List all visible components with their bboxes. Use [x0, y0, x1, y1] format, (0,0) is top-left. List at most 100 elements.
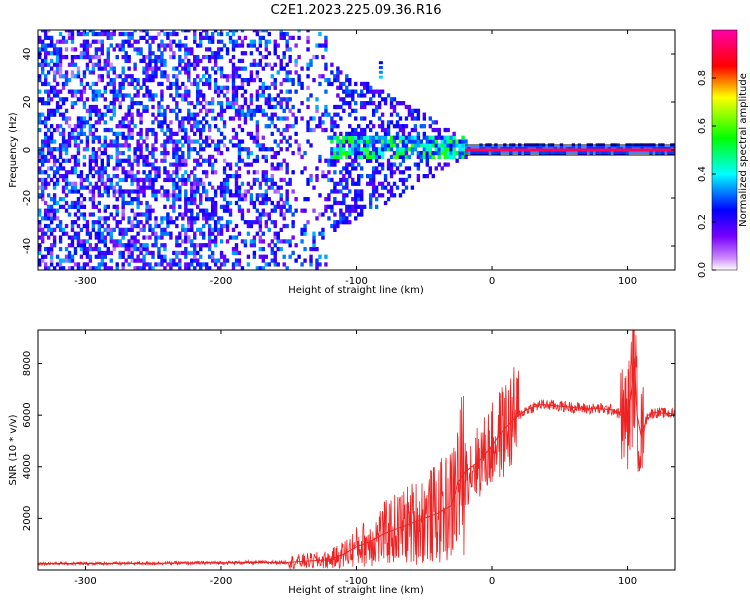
heatmap-cell — [386, 124, 391, 129]
heatmap-cell — [368, 154, 373, 160]
heatmap-cell — [166, 35, 170, 40]
heatmap-cell — [190, 250, 194, 256]
heatmap-cell — [193, 185, 197, 190]
heatmap-cell — [64, 208, 69, 213]
heatmap-cell — [169, 235, 173, 240]
heatmap-cell — [324, 208, 328, 213]
heatmap-cell — [285, 39, 289, 44]
heatmap-cell — [64, 30, 69, 33]
heatmap-cell — [58, 220, 63, 225]
heatmap-cell — [61, 39, 66, 44]
heatmap-cell — [184, 197, 188, 202]
heatmap-cell — [103, 127, 107, 133]
heatmap-cell — [237, 74, 242, 79]
heatmap-cell — [222, 108, 227, 113]
heatmap-cell — [234, 143, 239, 148]
heatmap-cell — [163, 266, 167, 270]
heatmap-cell — [184, 227, 188, 232]
heatmap-cell — [273, 254, 277, 259]
heatmap-cell — [190, 51, 194, 56]
heatmap-cell — [410, 147, 415, 152]
heatmap-cell — [130, 197, 134, 202]
heatmap-cell — [199, 208, 203, 213]
heatmap-cell — [97, 223, 102, 229]
heatmap-cell — [145, 85, 149, 90]
heatmap-cell — [267, 116, 271, 121]
heatmap-cell — [166, 223, 170, 229]
heatmap-cell — [416, 177, 421, 183]
heatmap-cell — [377, 150, 382, 156]
heatmap-cell — [184, 204, 188, 209]
heatmap-cell — [94, 47, 99, 52]
heatmap-cell — [324, 197, 328, 202]
heatmap-cell — [73, 101, 78, 106]
heatmap-cell — [118, 120, 122, 125]
heatmap-cell — [100, 250, 104, 256]
heatmap-cell — [249, 239, 254, 244]
heatmap-cell — [139, 135, 143, 140]
heatmap-cell — [380, 135, 385, 140]
heatmap-cell — [109, 89, 113, 94]
heatmap-cell — [79, 227, 84, 232]
heatmap-cell — [178, 120, 182, 125]
heatmap-cell — [392, 139, 397, 144]
heatmap-cell — [222, 181, 227, 186]
heatmap-cell — [136, 78, 140, 83]
heatmap-cell — [201, 262, 206, 267]
heatmap-cell — [321, 231, 325, 236]
heatmap-cell — [395, 131, 400, 136]
heatmap-cell — [52, 85, 57, 90]
heatmap-cell — [339, 181, 343, 186]
heatmap-cell — [237, 189, 242, 194]
heatmap-cell — [216, 47, 221, 52]
heatmap-cell — [160, 120, 164, 125]
heatmap-cell — [330, 154, 334, 160]
heatmap-cell — [276, 185, 280, 190]
heatmap-cell — [333, 181, 337, 186]
heatmap-cell — [181, 150, 185, 156]
heatmap-cell — [363, 204, 367, 209]
heatmap-cell — [452, 131, 456, 136]
heatmap-cell — [255, 124, 260, 129]
heatmap-cell — [204, 101, 209, 106]
heatmap-cell — [106, 231, 110, 236]
heatmap-cell — [88, 54, 93, 60]
heatmap-cell — [187, 30, 191, 33]
heatmap-cell — [413, 127, 418, 133]
heatmap-cell — [264, 85, 268, 90]
heatmap-cell — [184, 116, 188, 121]
heatmap-cell — [187, 51, 191, 56]
heatmap-cell — [240, 104, 245, 110]
heatmap-cell — [58, 51, 63, 56]
heatmap-cell — [43, 212, 48, 217]
heatmap-cell — [112, 166, 116, 171]
heatmap-cell — [422, 124, 427, 129]
heatmap-cell — [94, 185, 99, 190]
heatmap-cell — [70, 266, 75, 270]
heatmap-cell — [55, 108, 60, 113]
heatmap-cell — [279, 147, 283, 152]
heatmap-cell — [282, 239, 286, 244]
heatmap-cell — [300, 170, 304, 175]
heatmap-cell — [52, 227, 57, 232]
heatmap-cell — [58, 112, 63, 117]
heatmap-cell — [225, 174, 230, 179]
heatmap-cell — [136, 177, 140, 183]
heatmap-cell — [431, 139, 435, 144]
heatmap-cell — [115, 197, 119, 202]
heatmap-cell — [163, 58, 167, 64]
heatmap-cell — [190, 262, 194, 267]
heatmap-cell — [136, 231, 140, 236]
heatmap-cell — [398, 170, 403, 175]
heatmap-cell — [127, 131, 131, 136]
heatmap-cell — [395, 112, 400, 117]
heatmap-cell — [407, 154, 412, 160]
heatmap-cell — [163, 258, 167, 263]
heatmap-cell — [136, 162, 140, 167]
heatmap-cell — [330, 127, 334, 133]
heatmap-cell — [121, 227, 125, 232]
heatmap-cell — [345, 78, 349, 83]
heatmap-cell — [88, 212, 93, 217]
heatmap-cell — [118, 93, 122, 98]
